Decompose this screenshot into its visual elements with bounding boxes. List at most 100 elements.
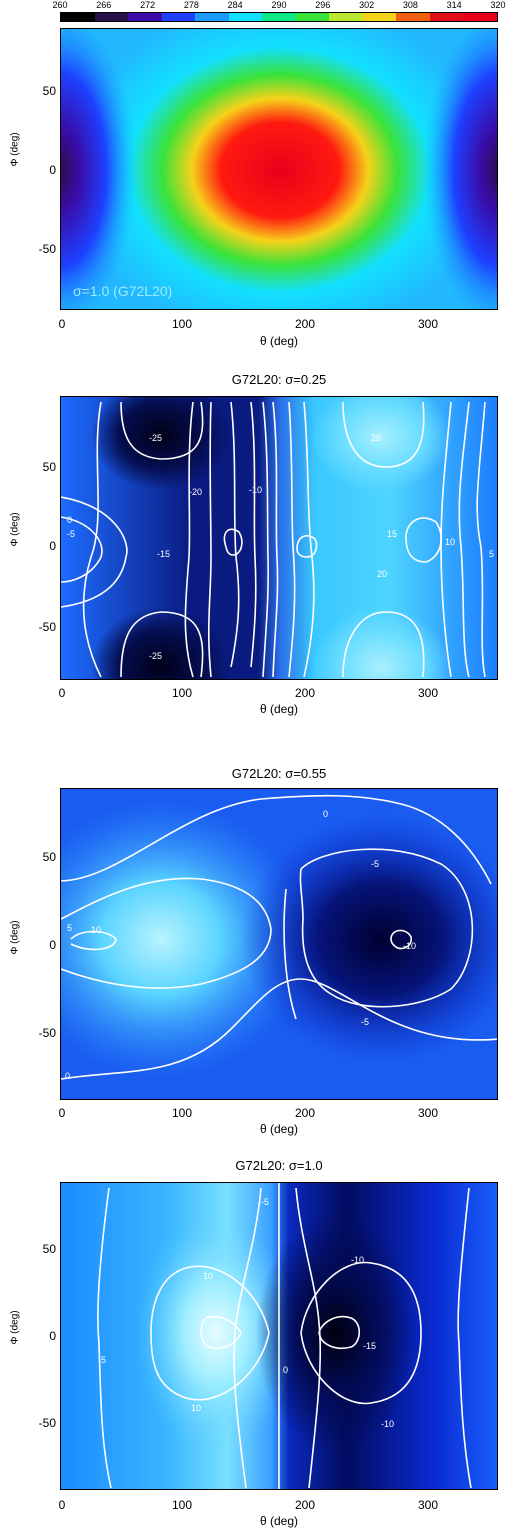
contour-label-0: 0 bbox=[67, 515, 72, 525]
contour-label-neg5: -5 bbox=[261, 1197, 269, 1207]
colorbar-tick: 308 bbox=[402, 0, 418, 10]
contour-label-neg20: -20 bbox=[189, 487, 202, 497]
plot-area-2: -25 -25 -20 -15 -10 -5 0 5 10 15 20 25 bbox=[60, 396, 498, 680]
x-axis-label-1: θ (deg) bbox=[259, 334, 299, 348]
colorbar-segment bbox=[61, 13, 95, 21]
colorbar-tick: 278 bbox=[183, 0, 199, 10]
contour-label-0-bottom: 0 bbox=[65, 1071, 70, 1081]
panel-title-4: G72L20: σ=1.0 bbox=[235, 1158, 323, 1173]
contour-label-10: 10 bbox=[445, 537, 455, 547]
contour-label-neg5-bottom: -5 bbox=[361, 1017, 369, 1027]
panel-title-2: G72L20: σ=0.25 bbox=[231, 372, 327, 387]
xtick-0: 0 bbox=[58, 686, 66, 700]
xtick-100: 100 bbox=[171, 1498, 193, 1512]
colorbar-tick: 302 bbox=[359, 0, 375, 10]
contour-label-5: 5 bbox=[67, 923, 72, 933]
xtick-300: 300 bbox=[417, 1106, 439, 1120]
contour-label-neg10: -10 bbox=[403, 941, 416, 951]
ytick-0: 0 bbox=[49, 938, 56, 952]
contour-label-15: 15 bbox=[387, 529, 397, 539]
xtick-300: 300 bbox=[417, 317, 439, 331]
contour-label-neg5: -5 bbox=[371, 859, 379, 869]
colorbar-tick: 296 bbox=[315, 0, 331, 10]
colorbar-segment bbox=[161, 13, 196, 21]
xtick-0: 0 bbox=[58, 317, 66, 331]
plot-area-3: 10 5 0 0 -5 -5 -10 bbox=[60, 788, 498, 1100]
contour-label-10-bottom: 10 bbox=[191, 1403, 201, 1413]
xtick-200: 200 bbox=[294, 1106, 316, 1120]
heatmap-3: 10 5 0 0 -5 -5 -10 bbox=[61, 789, 497, 1099]
colorbar-tick: 260 bbox=[52, 0, 68, 10]
colorbar-segment bbox=[429, 13, 464, 21]
colorbar-segment bbox=[362, 13, 397, 21]
colorbar-segment bbox=[94, 13, 129, 21]
contour-label-25: 25 bbox=[371, 433, 381, 443]
ytick-50: 50 bbox=[42, 1242, 56, 1256]
x-axis-label-4: θ (deg) bbox=[259, 1514, 299, 1528]
contour-label-neg10: -10 bbox=[249, 485, 262, 495]
contour-label-neg15: -15 bbox=[363, 1341, 376, 1351]
colorbar-segment bbox=[228, 13, 263, 21]
colorbar-ticks: 260 266 272 278 284 290 296 302 308 314 320 bbox=[52, 0, 505, 10]
contour-label-neg15: -15 bbox=[157, 549, 170, 559]
y-axis-label-1: Φ (deg) bbox=[9, 132, 21, 167]
ytick-50: 50 bbox=[42, 850, 56, 864]
y-axis-label-2: Φ (deg) bbox=[9, 512, 21, 547]
ytick-0: 0 bbox=[49, 163, 56, 177]
contour-label-neg10: -10 bbox=[351, 1255, 364, 1265]
colorbar-segment bbox=[128, 13, 162, 21]
contour-label-neg5: -5 bbox=[67, 529, 75, 539]
y-axis-label-4: Φ (deg) bbox=[9, 1310, 21, 1345]
xtick-300: 300 bbox=[417, 1498, 439, 1512]
xtick-200: 200 bbox=[294, 317, 316, 331]
plot-area-1: σ=1.0 (G72L20) bbox=[60, 28, 498, 310]
colorbar-tick: 290 bbox=[271, 0, 287, 10]
xtick-300: 300 bbox=[417, 686, 439, 700]
colorbar-segment bbox=[295, 13, 330, 21]
contour-label-5: 5 bbox=[101, 1355, 106, 1365]
contour-label-neg25-bottom: -25 bbox=[149, 651, 162, 661]
x-axis-label-2: θ (deg) bbox=[259, 702, 299, 716]
inset-label: σ=1.0 (G72L20) bbox=[73, 283, 173, 299]
colorbar-tick: 320 bbox=[490, 0, 506, 10]
colorbar-segment bbox=[329, 13, 363, 21]
ytick-0: 0 bbox=[49, 1329, 56, 1343]
contour-label-0: 0 bbox=[283, 1365, 288, 1375]
colorbar-segment bbox=[396, 13, 430, 21]
xtick-200: 200 bbox=[294, 686, 316, 700]
contour-label-20: 20 bbox=[377, 569, 387, 579]
ytick-0: 0 bbox=[49, 539, 56, 553]
contour-label-neg25-top: -25 bbox=[149, 433, 162, 443]
plot-area-4: 10 10 5 0 -5 -10 -10 -15 bbox=[60, 1182, 498, 1490]
contour-label-10: 10 bbox=[203, 1271, 213, 1281]
xtick-100: 100 bbox=[171, 686, 193, 700]
colorbar-bar bbox=[60, 12, 498, 22]
colorbar-tick: 284 bbox=[227, 0, 243, 10]
ytick-neg50: -50 bbox=[38, 242, 56, 256]
contour-label-10: 10 bbox=[91, 925, 101, 935]
colorbar-tick: 272 bbox=[140, 0, 156, 10]
colorbar-tick: 314 bbox=[446, 0, 462, 10]
heatmap-2: -25 -25 -20 -15 -10 -5 0 5 10 15 20 25 bbox=[61, 397, 497, 679]
xtick-200: 200 bbox=[294, 1498, 316, 1512]
y-axis-label-3: Φ (deg) bbox=[9, 920, 21, 955]
contour-label-5: 5 bbox=[489, 549, 494, 559]
ytick-neg50: -50 bbox=[38, 1026, 56, 1040]
panel-title-3: G72L20: σ=0.55 bbox=[231, 766, 327, 781]
ytick-50: 50 bbox=[42, 460, 56, 474]
heatmap-4: 10 10 5 0 -5 -10 -10 -15 bbox=[61, 1183, 497, 1489]
colorbar-segment bbox=[195, 13, 229, 21]
ytick-neg50: -50 bbox=[38, 620, 56, 634]
colorbar: 260 266 272 278 284 290 296 302 308 314 320 bbox=[52, 0, 506, 24]
contour-label-0-top: 0 bbox=[323, 809, 328, 819]
xtick-0: 0 bbox=[58, 1106, 66, 1120]
x-axis-label-3: θ (deg) bbox=[259, 1122, 299, 1136]
xtick-0: 0 bbox=[58, 1498, 66, 1512]
xtick-100: 100 bbox=[171, 1106, 193, 1120]
colorbar-segment bbox=[262, 13, 296, 21]
colorbar-segment bbox=[463, 13, 497, 21]
ytick-neg50: -50 bbox=[38, 1416, 56, 1430]
ytick-50: 50 bbox=[42, 84, 56, 98]
heatmap-1 bbox=[61, 29, 497, 309]
xtick-100: 100 bbox=[171, 317, 193, 331]
